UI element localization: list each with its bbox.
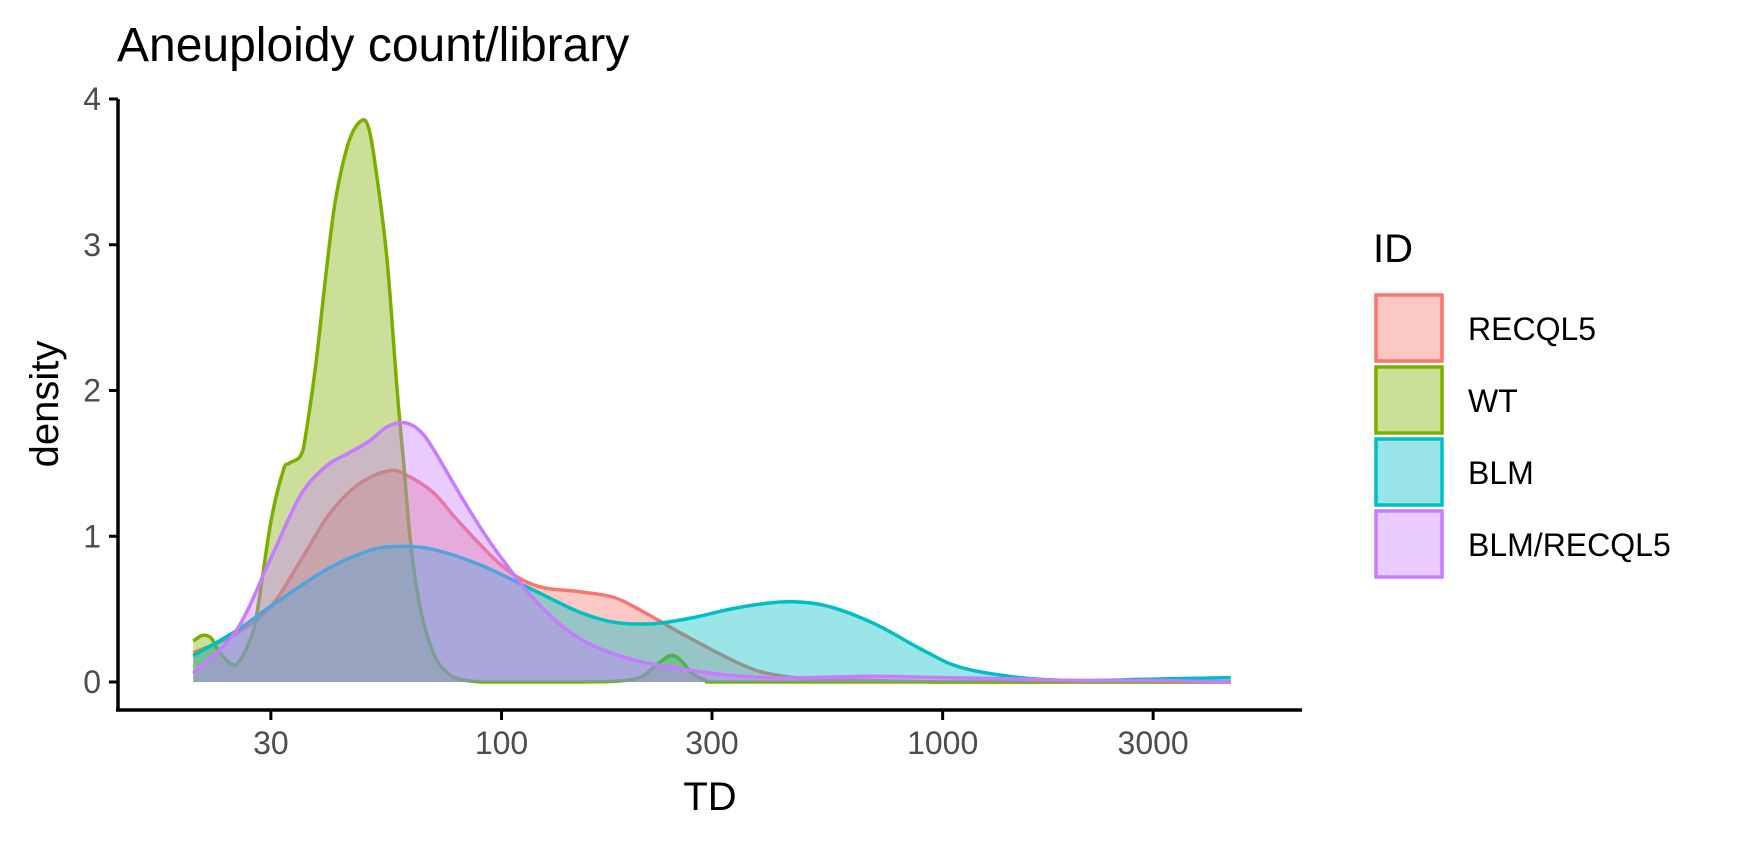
legend-key-recql5 <box>1374 293 1444 363</box>
density-line-blm <box>192 544 1231 683</box>
density-line-wt <box>192 118 1231 684</box>
legend-label-wt: WT <box>1468 383 1518 419</box>
x-tick-label: 100 <box>475 725 528 761</box>
legend: ID RECQL5 WT BLM BLM/RECQL5 <box>1373 227 1671 579</box>
y-tick-label: 1 <box>83 518 101 554</box>
x-tick-label: 3000 <box>1118 725 1189 761</box>
y-axis-label: density <box>23 341 67 468</box>
x-tick-label: 1000 <box>907 725 978 761</box>
chart-title: Aneuploidy count/library <box>117 19 629 72</box>
density-line-blm-recql5 <box>191 420 1231 684</box>
legend-key-wt <box>1374 365 1444 435</box>
density-area-recql5 <box>193 470 1231 682</box>
x-axis-label: TD <box>683 775 736 819</box>
legend-key-blm <box>1374 437 1444 507</box>
legend-label-recql5: RECQL5 <box>1468 311 1596 347</box>
legend-items: RECQL5 WT BLM BLM/RECQL5 <box>1374 293 1671 579</box>
y-tick-label: 2 <box>83 373 101 409</box>
y-axis-ticks: 0 1 2 3 4 <box>83 81 118 700</box>
y-tick-label: 0 <box>83 664 101 700</box>
x-tick-label: 300 <box>685 725 738 761</box>
y-tick-label: 4 <box>83 81 101 117</box>
density-area-wt <box>193 119 1231 682</box>
y-tick-label: 3 <box>83 227 101 263</box>
plot-area <box>191 118 1231 684</box>
legend-label-blm-recql5: BLM/RECQL5 <box>1468 527 1671 563</box>
density-area-blm-recql5 <box>193 422 1231 682</box>
x-tick-label: 30 <box>253 725 289 761</box>
legend-key-blm-recql5 <box>1374 509 1444 579</box>
legend-label-blm: BLM <box>1468 455 1534 491</box>
legend-title: ID <box>1373 227 1413 271</box>
x-axis-ticks: 30 100 300 1000 3000 <box>253 710 1189 761</box>
